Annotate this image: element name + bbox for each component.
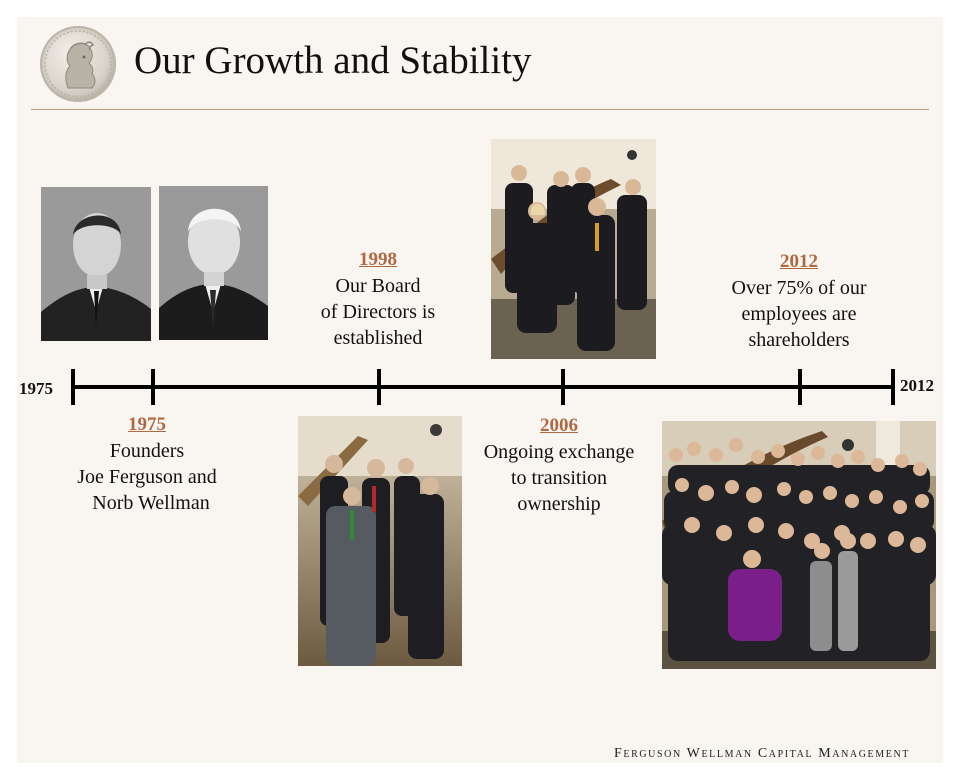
event-year: 2012 (780, 251, 818, 272)
event-text-line: employees are (741, 303, 857, 325)
event-text-line: Ongoing exchange (483, 441, 635, 463)
event-text-line: of Directors is (320, 301, 436, 323)
timeline-end-label: 2012 (900, 376, 934, 395)
timeline-tick-2012 (798, 369, 802, 405)
page-title: Our Growth and Stability (134, 39, 532, 82)
event-year: 1975 (128, 414, 166, 435)
event-text-line: Our Board (335, 275, 421, 297)
event-text-line: Over 75% of our (731, 277, 867, 299)
event-text-line: Joe Ferguson and (77, 466, 217, 488)
event-year: 1998 (359, 249, 397, 270)
event-text-line: established (333, 327, 423, 349)
timeline-tick-1998 (377, 369, 381, 405)
roman-coin-portrait-icon (40, 26, 116, 102)
leadership-team-photo (491, 139, 656, 359)
event-1975: 1975 Founders Joe Ferguson and Norb Well… (47, 412, 247, 516)
event-2012: 2012 Over 75% of our employees are share… (699, 249, 899, 353)
timeline-tick-2006 (561, 369, 565, 405)
founder-photo-norb-wellman (159, 186, 268, 340)
event-text-line: Norb Wellman (92, 492, 210, 514)
event-text-line: shareholders (748, 329, 850, 351)
event-text-line: Founders (109, 440, 185, 462)
timeline-axis (72, 385, 894, 389)
timeline-tick-start (71, 369, 75, 405)
event-2006: 2006 Ongoing exchange to transition owne… (459, 413, 659, 517)
timeline-tick-1975 (151, 369, 155, 405)
event-1998: 1998 Our Board of Directors is establish… (288, 247, 468, 351)
board-of-directors-photo (298, 416, 462, 666)
company-footer: Ferguson Wellman Capital Management (614, 746, 910, 761)
title-divider (31, 109, 929, 110)
timeline-tick-end (891, 369, 895, 405)
timeline-start-label: 1975 (19, 379, 53, 398)
event-year: 2006 (540, 415, 578, 436)
event-text-line: to transition (510, 467, 608, 489)
founder-photo-joe-ferguson (41, 187, 151, 341)
event-text-line: ownership (517, 493, 601, 515)
employee-shareholders-group-photo (662, 421, 936, 669)
